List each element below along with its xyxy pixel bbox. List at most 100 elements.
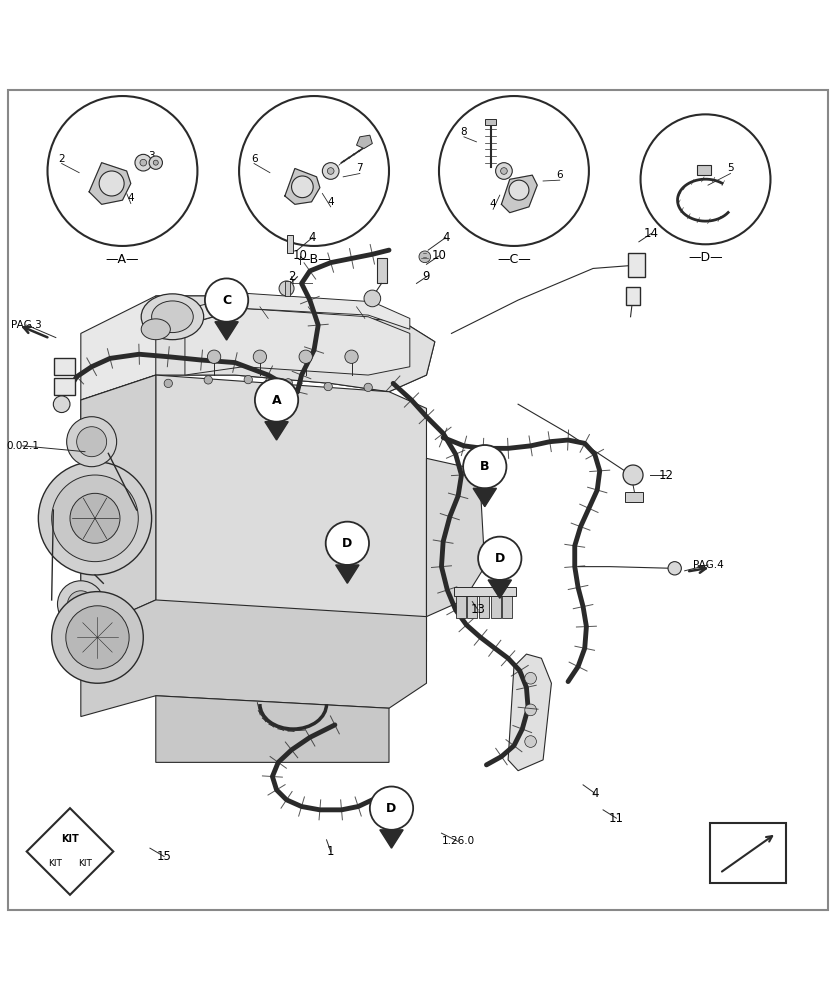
Text: 0.02.1: 0.02.1 — [6, 441, 39, 451]
Circle shape — [48, 96, 197, 246]
Polygon shape — [508, 654, 552, 771]
Text: 2: 2 — [288, 270, 295, 283]
Text: 7: 7 — [356, 163, 363, 173]
FancyBboxPatch shape — [54, 378, 74, 395]
FancyBboxPatch shape — [628, 253, 645, 277]
Text: KIT: KIT — [48, 859, 62, 868]
Circle shape — [52, 592, 143, 683]
Polygon shape — [502, 175, 538, 213]
Polygon shape — [27, 808, 114, 895]
Text: 3: 3 — [148, 151, 155, 161]
Circle shape — [326, 522, 369, 565]
FancyBboxPatch shape — [287, 235, 293, 253]
Circle shape — [364, 290, 380, 307]
Polygon shape — [189, 293, 410, 329]
Polygon shape — [81, 296, 435, 400]
FancyBboxPatch shape — [502, 595, 512, 618]
Text: 1: 1 — [327, 845, 334, 858]
Text: 13: 13 — [471, 603, 486, 616]
Circle shape — [364, 383, 372, 392]
FancyBboxPatch shape — [467, 595, 477, 618]
Polygon shape — [485, 119, 497, 125]
Circle shape — [67, 417, 117, 467]
Circle shape — [54, 396, 70, 413]
FancyBboxPatch shape — [626, 287, 640, 305]
Polygon shape — [81, 375, 155, 633]
Circle shape — [324, 382, 333, 391]
FancyBboxPatch shape — [454, 587, 516, 596]
Circle shape — [205, 278, 248, 322]
Text: PAG.4: PAG.4 — [693, 560, 723, 570]
FancyBboxPatch shape — [624, 492, 643, 502]
FancyBboxPatch shape — [456, 595, 466, 618]
Circle shape — [328, 168, 334, 174]
FancyBboxPatch shape — [285, 281, 290, 296]
Text: 15: 15 — [156, 850, 171, 863]
Circle shape — [323, 163, 339, 179]
Circle shape — [70, 493, 120, 543]
Text: 2: 2 — [59, 154, 65, 164]
Circle shape — [52, 475, 138, 562]
Text: PAG.3: PAG.3 — [12, 320, 42, 330]
Circle shape — [77, 427, 107, 457]
Circle shape — [153, 160, 158, 165]
Polygon shape — [285, 168, 320, 204]
Polygon shape — [426, 458, 485, 617]
Circle shape — [279, 281, 294, 296]
Text: 4: 4 — [442, 231, 450, 244]
Circle shape — [501, 168, 507, 174]
Circle shape — [66, 606, 129, 669]
Circle shape — [239, 96, 389, 246]
Polygon shape — [215, 322, 238, 340]
Polygon shape — [155, 696, 389, 762]
Circle shape — [38, 462, 151, 575]
Text: 8: 8 — [461, 127, 467, 137]
Polygon shape — [265, 422, 288, 440]
Text: —B—: —B— — [298, 253, 331, 266]
Circle shape — [419, 251, 431, 263]
Circle shape — [164, 379, 172, 388]
Circle shape — [292, 176, 314, 198]
Text: —C—: —C— — [497, 253, 531, 266]
Circle shape — [525, 672, 537, 684]
Text: 4: 4 — [127, 193, 134, 203]
FancyBboxPatch shape — [710, 823, 787, 883]
Circle shape — [207, 350, 221, 363]
Text: B: B — [480, 460, 490, 473]
Polygon shape — [356, 135, 372, 149]
Text: 9: 9 — [423, 270, 431, 283]
Circle shape — [135, 154, 151, 171]
Circle shape — [623, 465, 643, 485]
Text: 4: 4 — [591, 787, 599, 800]
Circle shape — [204, 376, 212, 384]
Text: 1.26.0: 1.26.0 — [441, 836, 475, 846]
Ellipse shape — [141, 319, 171, 340]
FancyBboxPatch shape — [491, 595, 501, 618]
Circle shape — [509, 180, 529, 200]
Circle shape — [478, 537, 522, 580]
Text: 4: 4 — [490, 199, 497, 209]
Polygon shape — [89, 163, 130, 204]
Text: 6: 6 — [557, 170, 563, 180]
Circle shape — [370, 787, 413, 830]
Circle shape — [525, 704, 537, 716]
Text: 10: 10 — [431, 249, 446, 262]
Text: 6: 6 — [251, 154, 257, 164]
Text: KIT: KIT — [61, 834, 79, 844]
Ellipse shape — [151, 301, 193, 333]
Text: C: C — [222, 294, 231, 307]
FancyBboxPatch shape — [697, 165, 711, 175]
Text: 4: 4 — [328, 197, 334, 207]
Text: D: D — [342, 537, 353, 550]
Circle shape — [525, 736, 537, 747]
Text: 5: 5 — [727, 163, 734, 173]
Circle shape — [253, 350, 267, 363]
Text: 12: 12 — [659, 469, 674, 482]
Circle shape — [58, 581, 104, 627]
Text: 11: 11 — [609, 812, 624, 825]
FancyBboxPatch shape — [376, 258, 386, 283]
Circle shape — [244, 375, 252, 384]
Circle shape — [345, 350, 358, 363]
Circle shape — [140, 159, 146, 166]
Text: —D—: —D— — [688, 251, 723, 264]
